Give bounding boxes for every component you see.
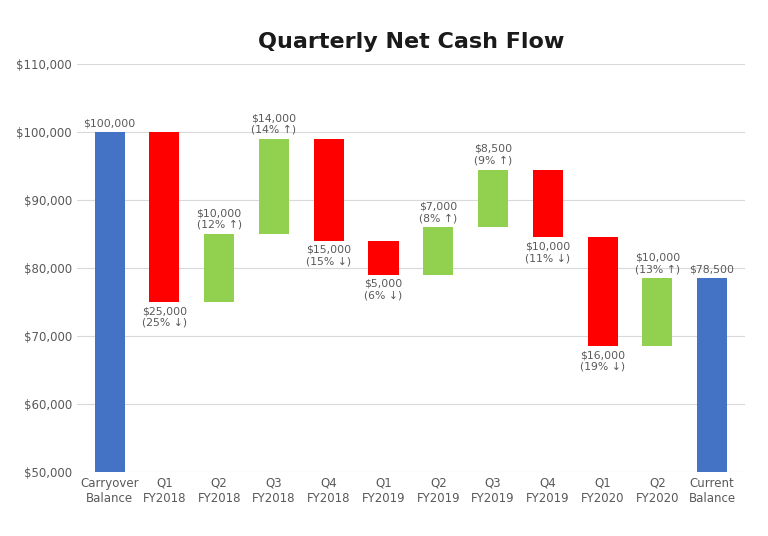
- Title: Quarterly Net Cash Flow: Quarterly Net Cash Flow: [258, 32, 564, 51]
- Bar: [204, 234, 234, 302]
- Bar: [423, 227, 453, 275]
- Bar: [149, 132, 180, 302]
- Bar: [533, 169, 563, 237]
- Text: $10,000
(11% ↓): $10,000 (11% ↓): [525, 242, 571, 263]
- Text: $10,000
(12% ↑): $10,000 (12% ↑): [197, 209, 242, 230]
- Text: $5,000
(6% ↓): $5,000 (6% ↓): [364, 279, 402, 301]
- Text: $15,000
(15% ↓): $15,000 (15% ↓): [306, 245, 351, 266]
- Text: $78,500: $78,500: [690, 264, 735, 274]
- Text: $8,500
(9% ↑): $8,500 (9% ↑): [474, 144, 512, 166]
- Bar: [697, 278, 727, 472]
- Text: $25,000
(25% ↓): $25,000 (25% ↓): [142, 306, 187, 327]
- Bar: [94, 132, 124, 472]
- Bar: [369, 241, 399, 275]
- Bar: [313, 139, 344, 241]
- Text: $16,000
(19% ↓): $16,000 (19% ↓): [580, 350, 625, 372]
- Text: $14,000
(14% ↑): $14,000 (14% ↑): [251, 113, 296, 135]
- Text: $7,000
(8% ↑): $7,000 (8% ↑): [419, 202, 458, 223]
- Bar: [259, 139, 289, 234]
- Text: $100,000: $100,000: [84, 118, 136, 128]
- Text: $10,000
(13% ↑): $10,000 (13% ↑): [634, 252, 680, 274]
- Bar: [588, 237, 617, 346]
- Bar: [478, 169, 508, 227]
- Bar: [642, 278, 673, 346]
